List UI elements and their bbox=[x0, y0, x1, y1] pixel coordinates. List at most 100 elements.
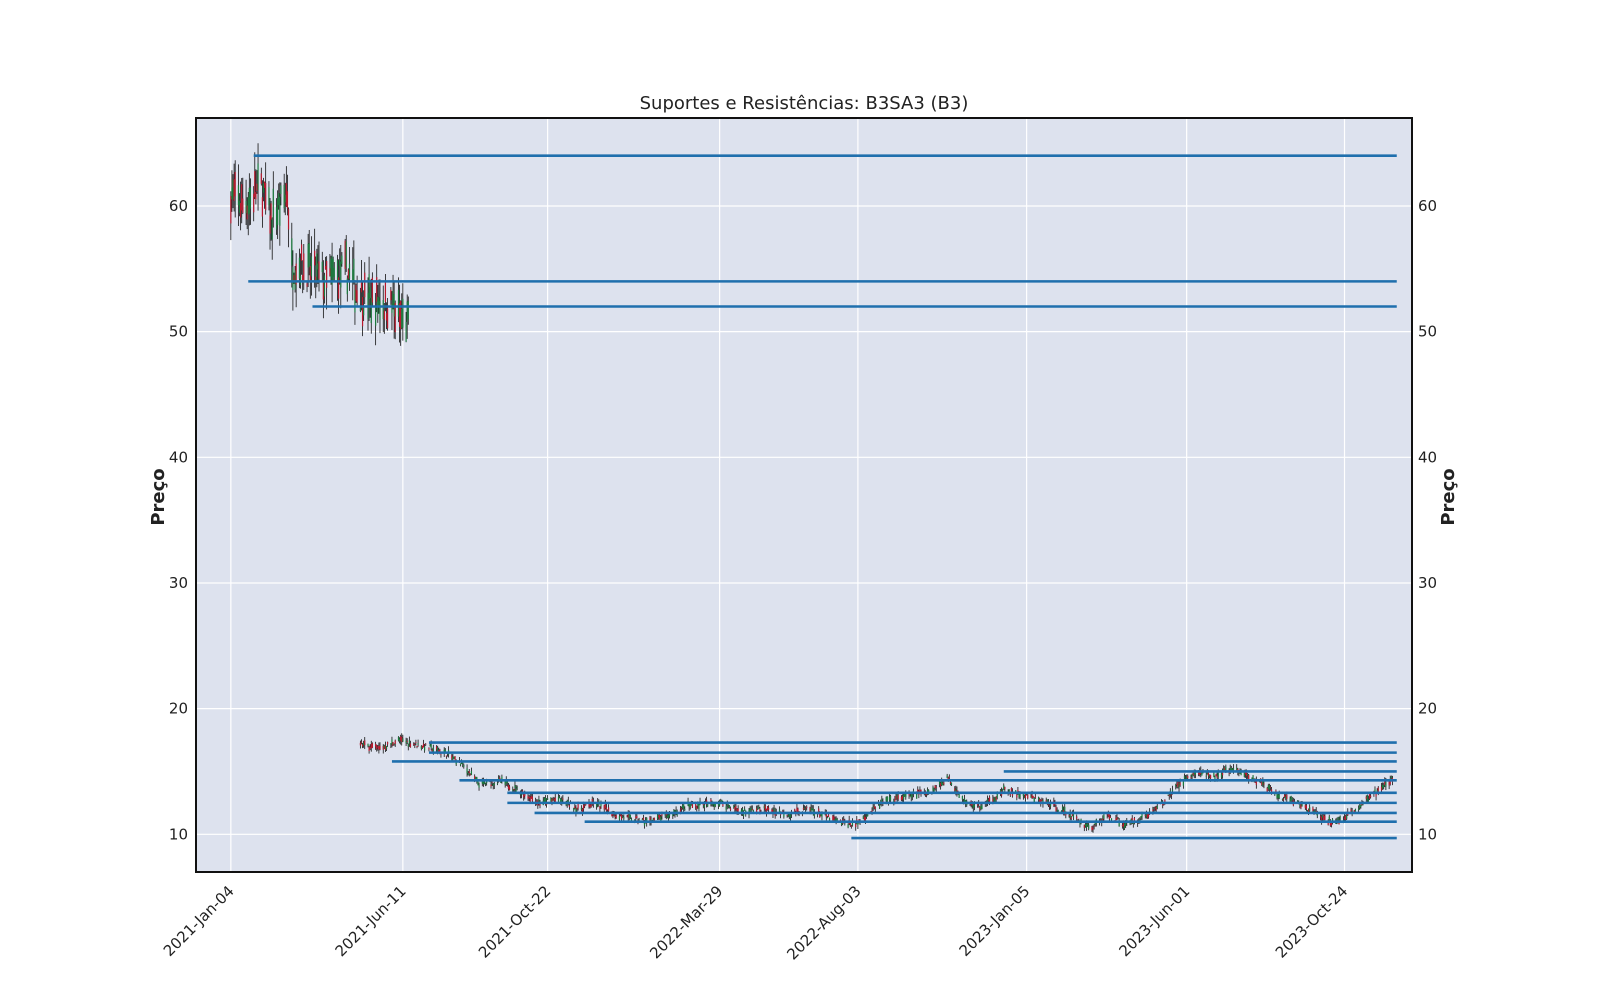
candle-body bbox=[783, 813, 785, 817]
candle-body bbox=[1076, 816, 1078, 819]
candle-body bbox=[1267, 785, 1269, 789]
candle-body bbox=[355, 284, 357, 302]
candle-body bbox=[1070, 817, 1072, 819]
candle-body bbox=[642, 817, 645, 822]
candle-body bbox=[628, 813, 630, 818]
candle-body bbox=[630, 818, 633, 821]
candle-body bbox=[1206, 771, 1208, 775]
candle-body bbox=[1343, 817, 1346, 820]
candle-body bbox=[691, 802, 694, 808]
candle-body bbox=[420, 746, 422, 749]
candle-body bbox=[382, 300, 384, 320]
candle-body bbox=[1305, 805, 1308, 810]
candle-body bbox=[981, 805, 983, 809]
candle-body bbox=[1217, 773, 1219, 778]
candle-body bbox=[1168, 795, 1170, 797]
candle-body bbox=[646, 817, 648, 823]
candle-body bbox=[1339, 816, 1341, 820]
candle-body bbox=[260, 173, 262, 184]
candle-body bbox=[428, 747, 430, 750]
candle-body bbox=[722, 804, 724, 807]
candle-body bbox=[462, 762, 464, 764]
candle-body bbox=[1009, 793, 1011, 796]
candle-body bbox=[999, 789, 1002, 793]
candle-body bbox=[370, 297, 372, 324]
candle-body bbox=[1141, 813, 1143, 817]
candle-body bbox=[568, 805, 571, 807]
candle-body bbox=[895, 796, 897, 800]
candle-body bbox=[941, 781, 943, 785]
candle-body bbox=[1175, 784, 1177, 787]
candle-body bbox=[400, 300, 402, 330]
candle-body bbox=[765, 809, 768, 814]
candle-body bbox=[1145, 813, 1147, 818]
candle-body bbox=[857, 822, 859, 826]
candle-body bbox=[994, 797, 996, 802]
candle-body bbox=[1266, 787, 1268, 792]
candle-body bbox=[843, 819, 845, 822]
candle-body bbox=[247, 197, 249, 215]
candle-body bbox=[725, 806, 727, 810]
candle-body bbox=[364, 272, 366, 298]
candle-body bbox=[695, 801, 697, 807]
candle-body bbox=[1344, 815, 1347, 820]
candle-body bbox=[242, 198, 244, 213]
candle-body bbox=[262, 183, 265, 193]
candle-body bbox=[544, 797, 547, 803]
candle-body bbox=[612, 813, 614, 816]
candle-body bbox=[323, 275, 326, 297]
candle-body bbox=[519, 793, 522, 795]
candle-body bbox=[463, 764, 465, 767]
grid-lines bbox=[196, 118, 1412, 872]
candle-body bbox=[483, 782, 486, 784]
candle-body bbox=[576, 807, 578, 810]
candle-body bbox=[928, 790, 930, 792]
candle-body bbox=[280, 185, 282, 195]
candle-body bbox=[1039, 798, 1041, 804]
candle-body bbox=[356, 290, 358, 303]
candle-body bbox=[1167, 794, 1169, 796]
candle-body bbox=[1388, 781, 1390, 786]
candle-body bbox=[414, 744, 416, 746]
candle-body bbox=[621, 814, 623, 820]
candle-body bbox=[614, 815, 616, 818]
candle-body bbox=[574, 806, 576, 809]
y-tick-label-left: 50 bbox=[169, 323, 188, 341]
candle-body bbox=[603, 805, 605, 810]
y-tick-label-left: 10 bbox=[169, 825, 188, 843]
candle-body bbox=[885, 797, 887, 801]
y-tick-label-right: 10 bbox=[1418, 825, 1437, 843]
candle-body bbox=[1092, 827, 1094, 830]
candle-body bbox=[270, 203, 272, 220]
candle-body bbox=[1261, 780, 1263, 785]
candle-body bbox=[744, 808, 746, 811]
candle-body bbox=[435, 746, 438, 750]
candle-body bbox=[368, 746, 370, 752]
candle-body bbox=[348, 263, 351, 280]
candle-body bbox=[1015, 790, 1017, 792]
candle-body bbox=[679, 809, 682, 814]
candle-body bbox=[1282, 799, 1285, 801]
candle-body bbox=[1115, 818, 1117, 823]
candle-body bbox=[1071, 812, 1073, 817]
candle-body bbox=[336, 260, 339, 281]
candle-body bbox=[1084, 824, 1087, 826]
candle-body bbox=[413, 743, 415, 745]
candle-body bbox=[894, 799, 896, 803]
candle-body bbox=[368, 274, 370, 299]
candle-body bbox=[904, 792, 906, 797]
candle-body bbox=[1216, 775, 1218, 778]
candle-body bbox=[1049, 802, 1052, 807]
candle-body bbox=[825, 812, 827, 818]
candle-body bbox=[551, 798, 553, 802]
candle-body bbox=[1362, 803, 1364, 805]
candle-body bbox=[384, 281, 387, 303]
candle-body bbox=[803, 807, 806, 810]
candle-body bbox=[889, 795, 892, 801]
candle-body bbox=[507, 785, 510, 789]
candle-body bbox=[1285, 796, 1287, 799]
candle-body bbox=[1315, 810, 1317, 812]
candle-body bbox=[897, 795, 899, 800]
candle-body bbox=[1086, 823, 1089, 826]
candle-body bbox=[584, 805, 586, 807]
